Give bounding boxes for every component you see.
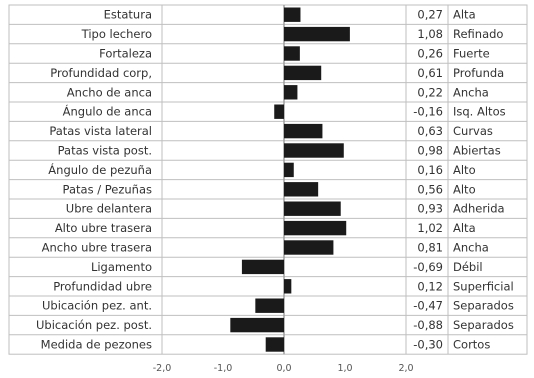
x-tick-label: 1,0 (337, 363, 352, 374)
trait-label: Ligamento (91, 260, 152, 274)
value-label: 1,08 (417, 27, 443, 41)
trait-label: Tipo lechero (81, 27, 152, 41)
value-label: 0,12 (417, 279, 443, 293)
descriptor-label: Refinado (453, 27, 503, 41)
descriptor-label: Separados (453, 318, 514, 332)
trait-label: Medida de pezones (41, 338, 152, 352)
bar-mark (284, 240, 334, 255)
value-label: 0,26 (417, 47, 443, 61)
trait-label: Profundidad corp, (50, 66, 152, 80)
value-label: -0,69 (413, 260, 443, 274)
x-tick-label: 2,0 (398, 363, 413, 374)
trait-label: Ubre delantera (66, 202, 152, 216)
descriptor-label: Alta (453, 8, 476, 22)
value-label: -0,47 (413, 299, 443, 313)
trait-label: Patas / Pezuñas (63, 182, 152, 196)
trait-label: Alto ubre trasera (55, 221, 152, 235)
descriptor-label: Adherida (453, 202, 505, 216)
value-label: 0,81 (417, 241, 443, 255)
bar-mark (265, 337, 284, 352)
value-label: 0,27 (417, 8, 443, 22)
trait-label: Ángulo de pezuña (48, 162, 152, 177)
descriptor-label: Fuerte (453, 47, 490, 61)
value-label: -0,16 (413, 105, 443, 119)
x-tick-label: 0,0 (276, 363, 291, 374)
descriptor-label: Ancha (453, 85, 489, 99)
bar-mark (284, 162, 294, 178)
bar-mark (255, 298, 284, 313)
bar-mark (284, 85, 298, 100)
trait-label: Ancho ubre trasera (42, 241, 152, 255)
bar-mark (284, 220, 347, 236)
value-label: 0,56 (417, 182, 443, 196)
bar-mark (284, 182, 319, 197)
x-tick-label: -1,0 (214, 363, 233, 374)
descriptor-label: Alta (453, 221, 476, 235)
trait-label: Profundidad ubre (53, 279, 152, 293)
value-label: -0,88 (413, 318, 443, 332)
bar-mark (284, 46, 300, 61)
value-label: 0,98 (417, 144, 443, 158)
trait-label: Fortaleza (99, 47, 152, 61)
descriptor-label: Separados (453, 299, 514, 313)
trait-label: Estatura (104, 8, 152, 22)
descriptor-label: Alto (453, 182, 476, 196)
trait-label: Patas vista lateral (49, 124, 152, 138)
trait-label: Patas vista post. (58, 144, 152, 158)
trait-label: Ancho de anca (67, 85, 152, 99)
descriptor-label: Ancha (453, 241, 489, 255)
value-label: 0,63 (417, 124, 443, 138)
value-label: -0,30 (413, 338, 443, 352)
bar-mark (274, 104, 284, 119)
bar-mark (284, 65, 322, 81)
x-tick-label: -2,0 (153, 363, 172, 374)
grid-layer (8, 4, 528, 355)
bar-mark (241, 259, 284, 275)
bar-layer (230, 7, 350, 352)
trait-label: Ubicación pez. post. (36, 318, 152, 332)
value-label: 1,02 (417, 221, 443, 235)
bar-mark (284, 279, 292, 294)
descriptor-label: Isq. Altos (453, 105, 506, 119)
bar-mark (284, 201, 341, 216)
descriptor-label: Profunda (453, 66, 504, 80)
bar-mark (284, 7, 301, 22)
descriptor-label: Cortos (453, 338, 490, 352)
descriptor-label: Superficial (453, 279, 514, 293)
text-layer: Estatura 0,27 Alta Tipo lechero 1,08 Refinado… (36, 8, 514, 375)
descriptor-label: Curvas (453, 124, 493, 138)
value-label: 0,61 (417, 66, 443, 80)
descriptor-label: Débil (453, 260, 483, 274)
value-label: 0,93 (417, 202, 443, 216)
value-label: 0,22 (417, 85, 443, 99)
bar-mark (284, 26, 350, 42)
bar-mark (284, 123, 323, 139)
bar-mark (230, 317, 284, 333)
descriptor-label: Abiertas (453, 144, 501, 158)
bar-mark (284, 143, 344, 158)
descriptor-label: Alto (453, 163, 476, 177)
value-label: 0,16 (417, 163, 443, 177)
trait-label: Ángulo de anca (63, 104, 152, 119)
trait-label: Ubicación pez. ant. (42, 299, 152, 313)
